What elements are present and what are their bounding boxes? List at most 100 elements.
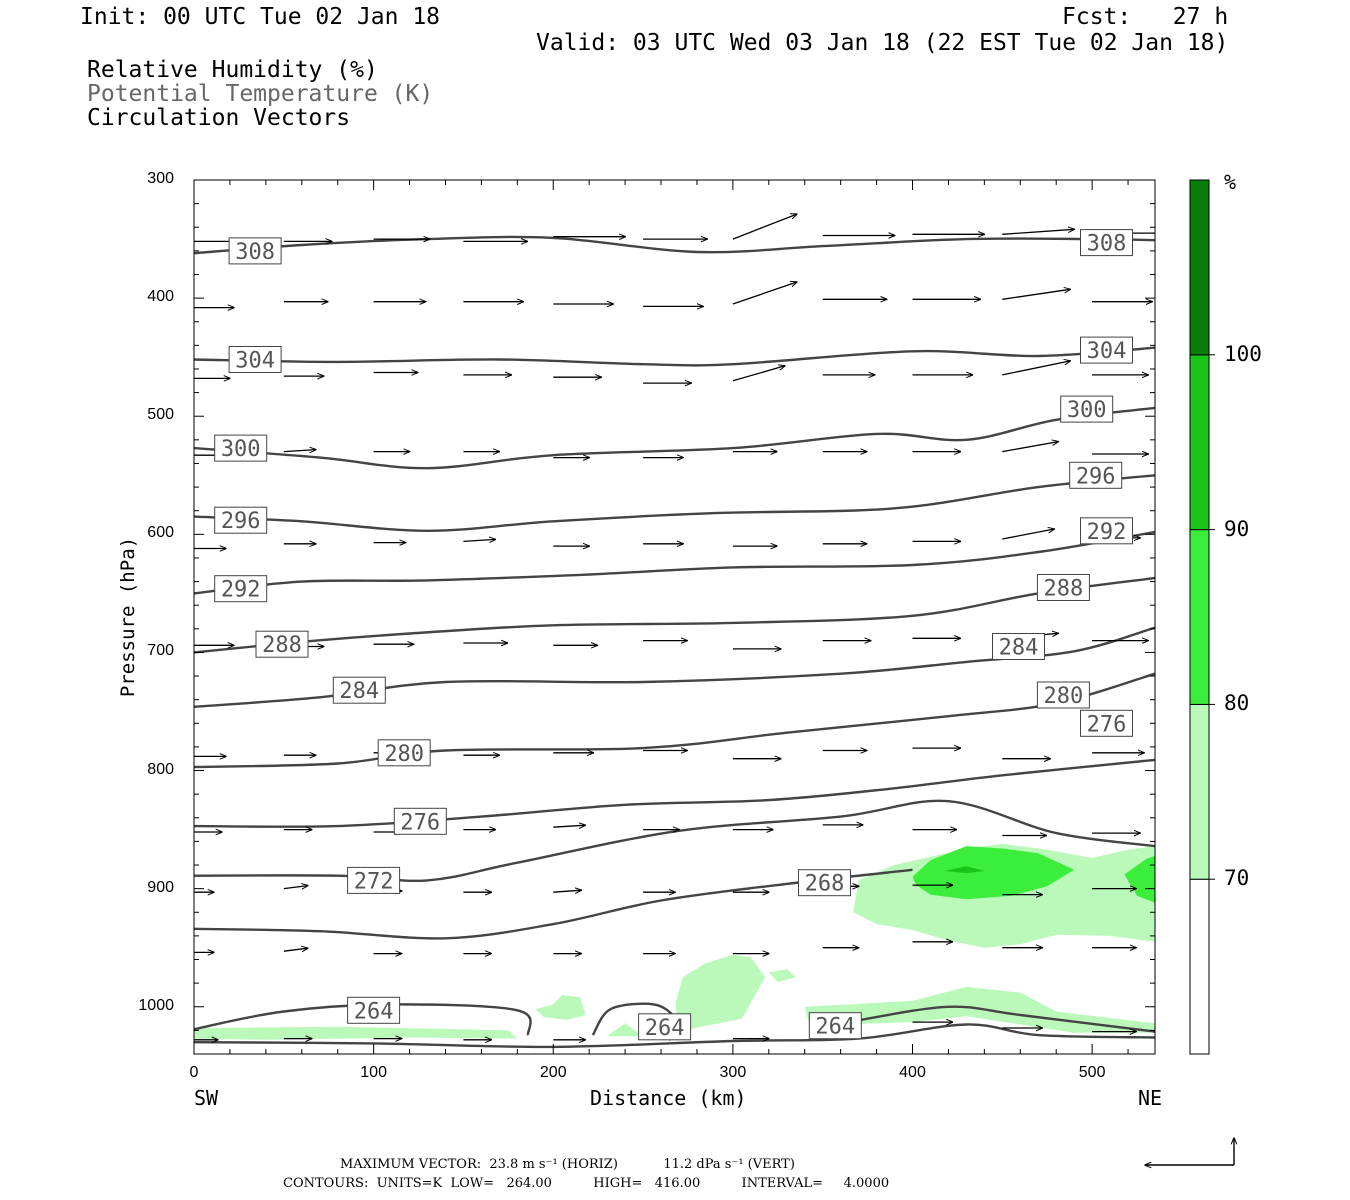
circulation-vector <box>553 825 585 827</box>
contour-label-box <box>377 739 431 767</box>
humidity-region-80 <box>1124 855 1155 903</box>
contour-label-box <box>1069 461 1123 489</box>
circulation-vector <box>1002 442 1058 453</box>
contour-label-264: 264 <box>645 1016 685 1041</box>
max-vector-note: MAXIMUM VECTOR: 23.8 m s⁻¹ (HORIZ) 11.2 … <box>340 1157 795 1172</box>
x-tick-label: 500 <box>1078 1064 1106 1081</box>
contour-label-box <box>1036 574 1090 601</box>
colorbar-segment <box>1189 878 1210 1055</box>
x-end-label-sw: SW <box>194 1086 219 1110</box>
y-tick-label: 700 <box>147 642 174 660</box>
y-axis-label: Pressure (hPa) <box>117 536 139 698</box>
theta-contour-300 <box>194 406 1155 470</box>
contour-label-284: 284 <box>999 636 1039 661</box>
colorbar-level-label: 90 <box>1224 516 1250 541</box>
circulation-vector <box>1002 229 1074 235</box>
colorbar-level-label: 100 <box>1224 341 1262 366</box>
init-time: Init: 00 UTC Tue 02 Jan 18 <box>80 4 441 30</box>
y-tick-label: 900 <box>147 878 174 896</box>
x-tick-label: 300 <box>719 1064 747 1081</box>
contour-label-264: 264 <box>815 1015 855 1040</box>
contour-label-292: 292 <box>1087 520 1127 545</box>
contour-label-264: 264 <box>354 999 394 1024</box>
circulation-vector <box>732 366 785 382</box>
humidity-region-70 <box>607 1023 644 1037</box>
contour-label-box <box>1080 517 1133 545</box>
contour-label-296: 296 <box>1076 464 1116 489</box>
x-tick-label: 400 <box>899 1064 926 1081</box>
contour-label-box <box>1060 395 1114 423</box>
contour-label-box <box>992 633 1045 660</box>
contour-label-292: 292 <box>221 578 261 603</box>
legend-relative-humidity: Relative Humidity (%) <box>87 57 378 83</box>
y-tick-label: 400 <box>147 288 174 306</box>
contour-label-box <box>1080 709 1133 737</box>
theta-contour-288 <box>194 576 1155 654</box>
contour-label-288: 288 <box>1044 577 1084 602</box>
contour-label-box <box>214 434 268 462</box>
circulation-vector <box>283 886 308 889</box>
theta-contour-264 <box>194 1023 1155 1049</box>
contour-label-272: 272 <box>354 869 394 894</box>
legend-potential-temperature: Potential Temperature (K) <box>87 81 434 107</box>
y-tick-label: 600 <box>147 524 174 542</box>
colorbar-level-label: 80 <box>1224 691 1250 716</box>
circulation-vector <box>732 214 797 240</box>
circulation-vector <box>553 890 581 892</box>
legend-circulation-vectors: Circulation Vectors <box>87 105 351 131</box>
contour-label-288: 288 <box>262 633 302 658</box>
theta-contour-268 <box>194 868 913 940</box>
colorbar-segment <box>1189 703 1210 880</box>
x-axis-label: Distance (km) <box>590 1086 747 1110</box>
contour-label-box <box>798 869 851 897</box>
contour-label-box <box>1080 336 1133 364</box>
x-tick-label: 0 <box>189 1064 199 1081</box>
y-tick-label: 800 <box>147 760 174 778</box>
contour-label-box <box>808 1012 862 1040</box>
humidity-region-90 <box>944 866 985 874</box>
contour-label-296: 296 <box>221 509 261 534</box>
theta-contour-304 <box>194 346 1155 367</box>
reference-vector <box>1145 1138 1234 1165</box>
theta-contour-276 <box>194 758 1155 828</box>
x-tick-label: 100 <box>360 1064 387 1081</box>
colorbar-segment <box>1189 354 1210 531</box>
contours-note: CONTOURS: UNITS=K LOW= 264.00 HIGH= 416.… <box>283 1176 890 1191</box>
theta-contour-296 <box>194 474 1155 533</box>
contour-label-280: 280 <box>384 742 424 767</box>
contour-label-box <box>393 807 447 835</box>
contour-label-box <box>638 1013 692 1041</box>
circulation-vector <box>1002 361 1070 376</box>
contour-label-276: 276 <box>1087 712 1127 737</box>
contour-label-308: 308 <box>235 240 275 265</box>
humidity-region-70 <box>535 994 586 1020</box>
y-tick-label: 500 <box>147 406 174 424</box>
colorbar-segment <box>1189 179 1210 356</box>
y-tick-label: 300 <box>147 170 174 187</box>
circulation-vector <box>732 282 797 305</box>
contour-label-304: 304 <box>1087 339 1127 364</box>
contour-label-box <box>214 506 268 534</box>
colorbar-level-label: 70 <box>1224 866 1250 891</box>
circulation-vector <box>1002 289 1070 300</box>
contour-label-box <box>347 866 401 894</box>
y-tick-label: 1000 <box>138 996 174 1014</box>
humidity-shading <box>194 843 1155 1040</box>
valid-time: Valid: 03 UTC Wed 03 Jan 18 (22 EST Tue … <box>536 30 1229 56</box>
colorbar-unit: % <box>1224 170 1237 194</box>
contour-label-box <box>347 996 401 1024</box>
contour-label-box <box>228 346 282 373</box>
circulation-vector <box>283 948 308 951</box>
theta-contour-308 <box>194 235 1155 255</box>
humidity-region-70 <box>194 1026 518 1040</box>
theta-contour-280 <box>194 672 1155 769</box>
humidity-region-70 <box>675 954 766 1032</box>
circulation-vector <box>283 450 316 452</box>
contour-label-box <box>214 575 268 603</box>
humidity-region-70 <box>768 969 796 982</box>
contour-label-300: 300 <box>221 437 261 462</box>
contour-label-280: 280 <box>1044 684 1084 709</box>
contour-label-268: 268 <box>805 872 845 897</box>
